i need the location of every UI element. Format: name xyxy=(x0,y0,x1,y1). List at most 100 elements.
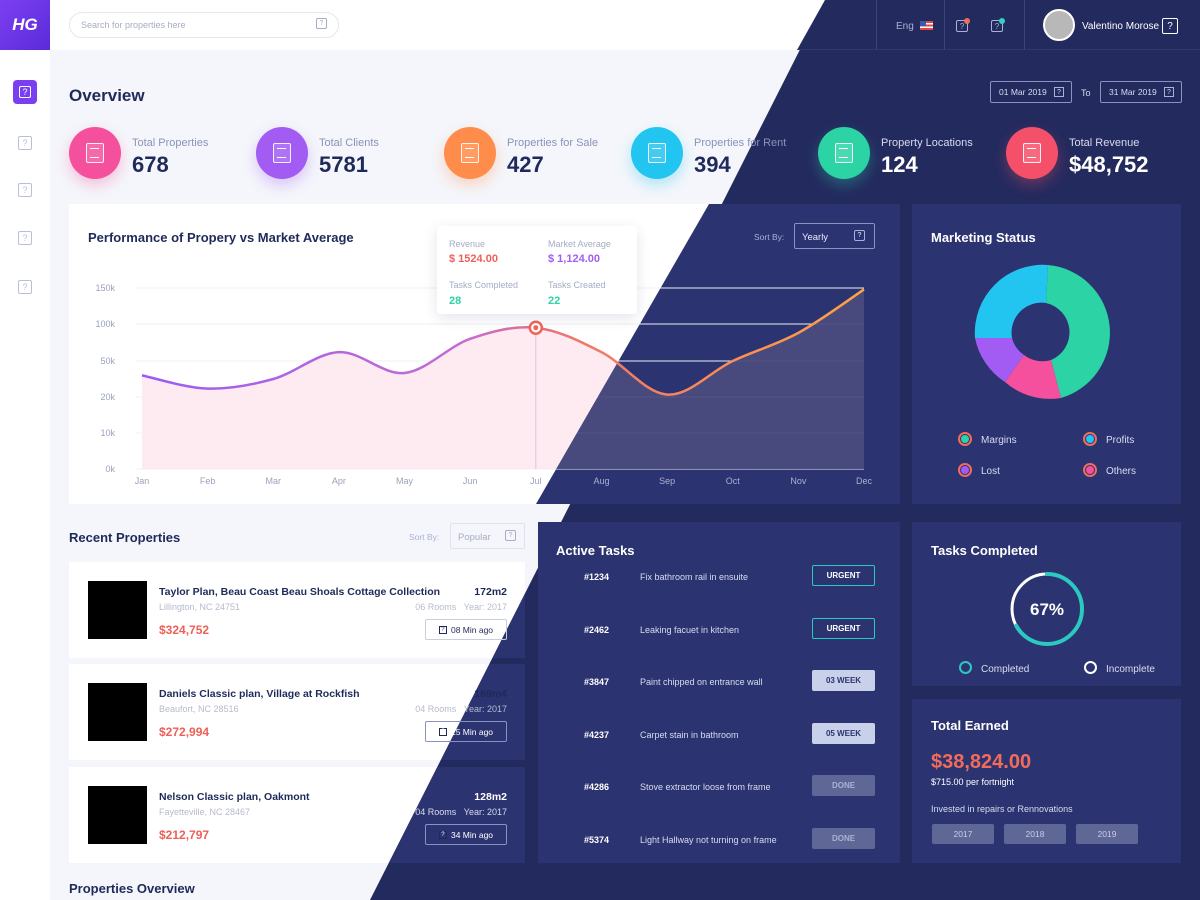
y-tick-label: 10k xyxy=(100,428,115,438)
donut-segment-lost[interactable] xyxy=(975,338,1024,382)
document-icon xyxy=(86,143,104,163)
property-time: 08 Min ago xyxy=(450,624,494,635)
active-tasks-card xyxy=(538,522,900,863)
task-status-badge[interactable]: URGENT xyxy=(812,565,875,586)
clock-icon: ? xyxy=(438,727,447,736)
language-selector[interactable]: Eng xyxy=(896,21,914,32)
task-description[interactable]: Paint chipped on entrance wall xyxy=(640,677,763,688)
marketing-status-title: Marketing Status xyxy=(931,230,1036,245)
task-status-badge[interactable]: 05 WEEK xyxy=(812,722,875,744)
x-tick-label: Dec xyxy=(856,476,873,486)
donut-segment-profits[interactable] xyxy=(974,264,1048,338)
stat-label: Total Clients xyxy=(319,137,379,149)
donut-segment-others[interactable] xyxy=(1005,355,1061,399)
tasks-completed-percent: 67% xyxy=(1029,600,1065,619)
donut-segment-margins[interactable] xyxy=(1046,265,1110,398)
property-card-bg xyxy=(69,767,525,863)
marketing-status-card xyxy=(912,204,1181,504)
search-icon[interactable]: ? xyxy=(316,18,327,29)
property-size: 128m2 xyxy=(474,791,507,803)
performance-chart[interactable]: 0k 10k 20k 50k 100k 150k Jan Feb Mar Apr May Jun Jul… xyxy=(69,204,900,504)
document-icon xyxy=(648,143,666,163)
tasks-completed-card xyxy=(912,522,1181,686)
year-button-2019[interactable]: 2019 xyxy=(1076,824,1138,844)
stat-value: $48,752 xyxy=(1069,152,1149,177)
stat-value: 5781 xyxy=(319,152,368,177)
us-flag-icon xyxy=(920,21,933,30)
user-menu-icon[interactable]: ? xyxy=(1162,18,1178,34)
legend-others-label: Others xyxy=(1106,466,1137,477)
stat-label: Properties for Sale xyxy=(507,137,599,149)
legend-completed-dot xyxy=(959,661,972,674)
app-logo[interactable]: HG xyxy=(0,0,50,50)
legend-profits-label: Profits xyxy=(1106,435,1135,446)
property-time-badge: ? 08 Min ago xyxy=(425,619,507,640)
property-name[interactable]: Nelson Classic plan, Oakmont xyxy=(159,791,310,803)
property-card[interactable] xyxy=(69,664,525,760)
properties-overview-title: Properties Overview xyxy=(69,881,195,896)
stat-icon xyxy=(818,127,870,179)
property-rooms: 04 Rooms xyxy=(415,807,457,817)
x-tick-label: Aug xyxy=(593,476,609,486)
task-id: #5374 xyxy=(584,835,610,845)
sidebar-item-clients[interactable]: ? xyxy=(18,183,32,197)
stat-value: 394 xyxy=(694,152,731,177)
sidebar xyxy=(0,50,50,900)
stat-icon xyxy=(444,127,496,179)
task-description[interactable]: Leaking facuet in kitchen xyxy=(640,624,740,635)
date-to-label: To xyxy=(1081,88,1091,98)
year-button-2017[interactable]: 2017 xyxy=(932,824,994,844)
total-earned-rate: $715.00 per fortnight xyxy=(931,777,1015,787)
tooltip-tasks-completed-label: Tasks Completed xyxy=(449,280,519,290)
notification-dot xyxy=(964,18,970,24)
year-button-2018[interactable]: 2018 xyxy=(1004,824,1066,844)
task-description[interactable]: Fix bathroom rail in ensuite xyxy=(640,572,749,582)
property-card[interactable] xyxy=(69,767,525,863)
total-earned-amount: $38,824.00 xyxy=(931,751,1032,773)
date-from-picker[interactable]: 01 Mar 2019? xyxy=(990,81,1072,103)
sidebar-item-properties[interactable]: ? xyxy=(18,136,32,150)
property-name[interactable]: Taylor Plan, Beau Coast Beau Shoals Cott… xyxy=(159,586,441,598)
sidebar-item-dashboard[interactable]: ? xyxy=(13,80,37,104)
task-status-badge[interactable]: 03 WEEK xyxy=(812,670,875,692)
date-from-value: 01 Mar 2019 xyxy=(999,87,1047,97)
marketing-donut-chart[interactable] xyxy=(972,262,1114,404)
y-tick-label: 50k xyxy=(100,356,115,366)
date-to-picker[interactable]: 31 Mar 2019? xyxy=(1100,81,1182,103)
stat-value: 427 xyxy=(507,152,544,177)
sidebar-item-settings[interactable]: ? xyxy=(18,280,32,294)
property-image[interactable] xyxy=(88,581,147,639)
property-card[interactable] xyxy=(69,562,525,658)
task-status-badge[interactable]: DONE xyxy=(812,828,875,849)
search-input[interactable] xyxy=(69,12,339,38)
document-icon xyxy=(461,143,479,163)
property-location: Lillington, NC 24751 xyxy=(159,602,241,612)
sort-label: Sort By: xyxy=(754,232,785,242)
recent-sort-value: Popular xyxy=(458,532,491,543)
task-id: #4286 xyxy=(584,782,610,793)
notification-icon[interactable]: ? xyxy=(956,20,968,32)
recent-sort-select[interactable]: Popular? xyxy=(450,523,525,549)
x-tick-label: Nov xyxy=(790,476,807,486)
message-icon[interactable]: ? xyxy=(991,20,1003,32)
property-name[interactable]: Daniels Classic plan, Village at Rockfis… xyxy=(159,688,360,700)
property-time-badge: ? 34 Min ago xyxy=(425,824,507,845)
legend-lost-dot xyxy=(958,463,972,477)
task-description[interactable]: Light Hallway not turning on frame xyxy=(640,835,777,845)
stat-icon xyxy=(631,127,683,179)
property-card-bg xyxy=(69,664,525,760)
avatar[interactable] xyxy=(1043,9,1075,41)
task-description[interactable]: Carpet stain in bathroom xyxy=(640,729,739,740)
property-year: Year: 2017 xyxy=(463,602,507,612)
property-image[interactable] xyxy=(88,786,147,844)
property-image[interactable] xyxy=(88,683,147,741)
task-description[interactable]: Stove extractor loose from frame xyxy=(640,782,771,793)
user-name[interactable]: Valentino Morose xyxy=(1082,21,1160,32)
task-status-badge[interactable]: DONE xyxy=(812,775,875,797)
tooltip-market-label: Market Average xyxy=(548,239,611,249)
sort-select[interactable]: Yearly? xyxy=(794,223,875,249)
highlight-point-center xyxy=(533,325,539,331)
sidebar-item-tasks[interactable]: ? xyxy=(18,231,32,245)
task-status-badge[interactable]: URGENT xyxy=(812,617,875,639)
tooltip-tasks-created-label: Tasks Created xyxy=(548,280,606,290)
